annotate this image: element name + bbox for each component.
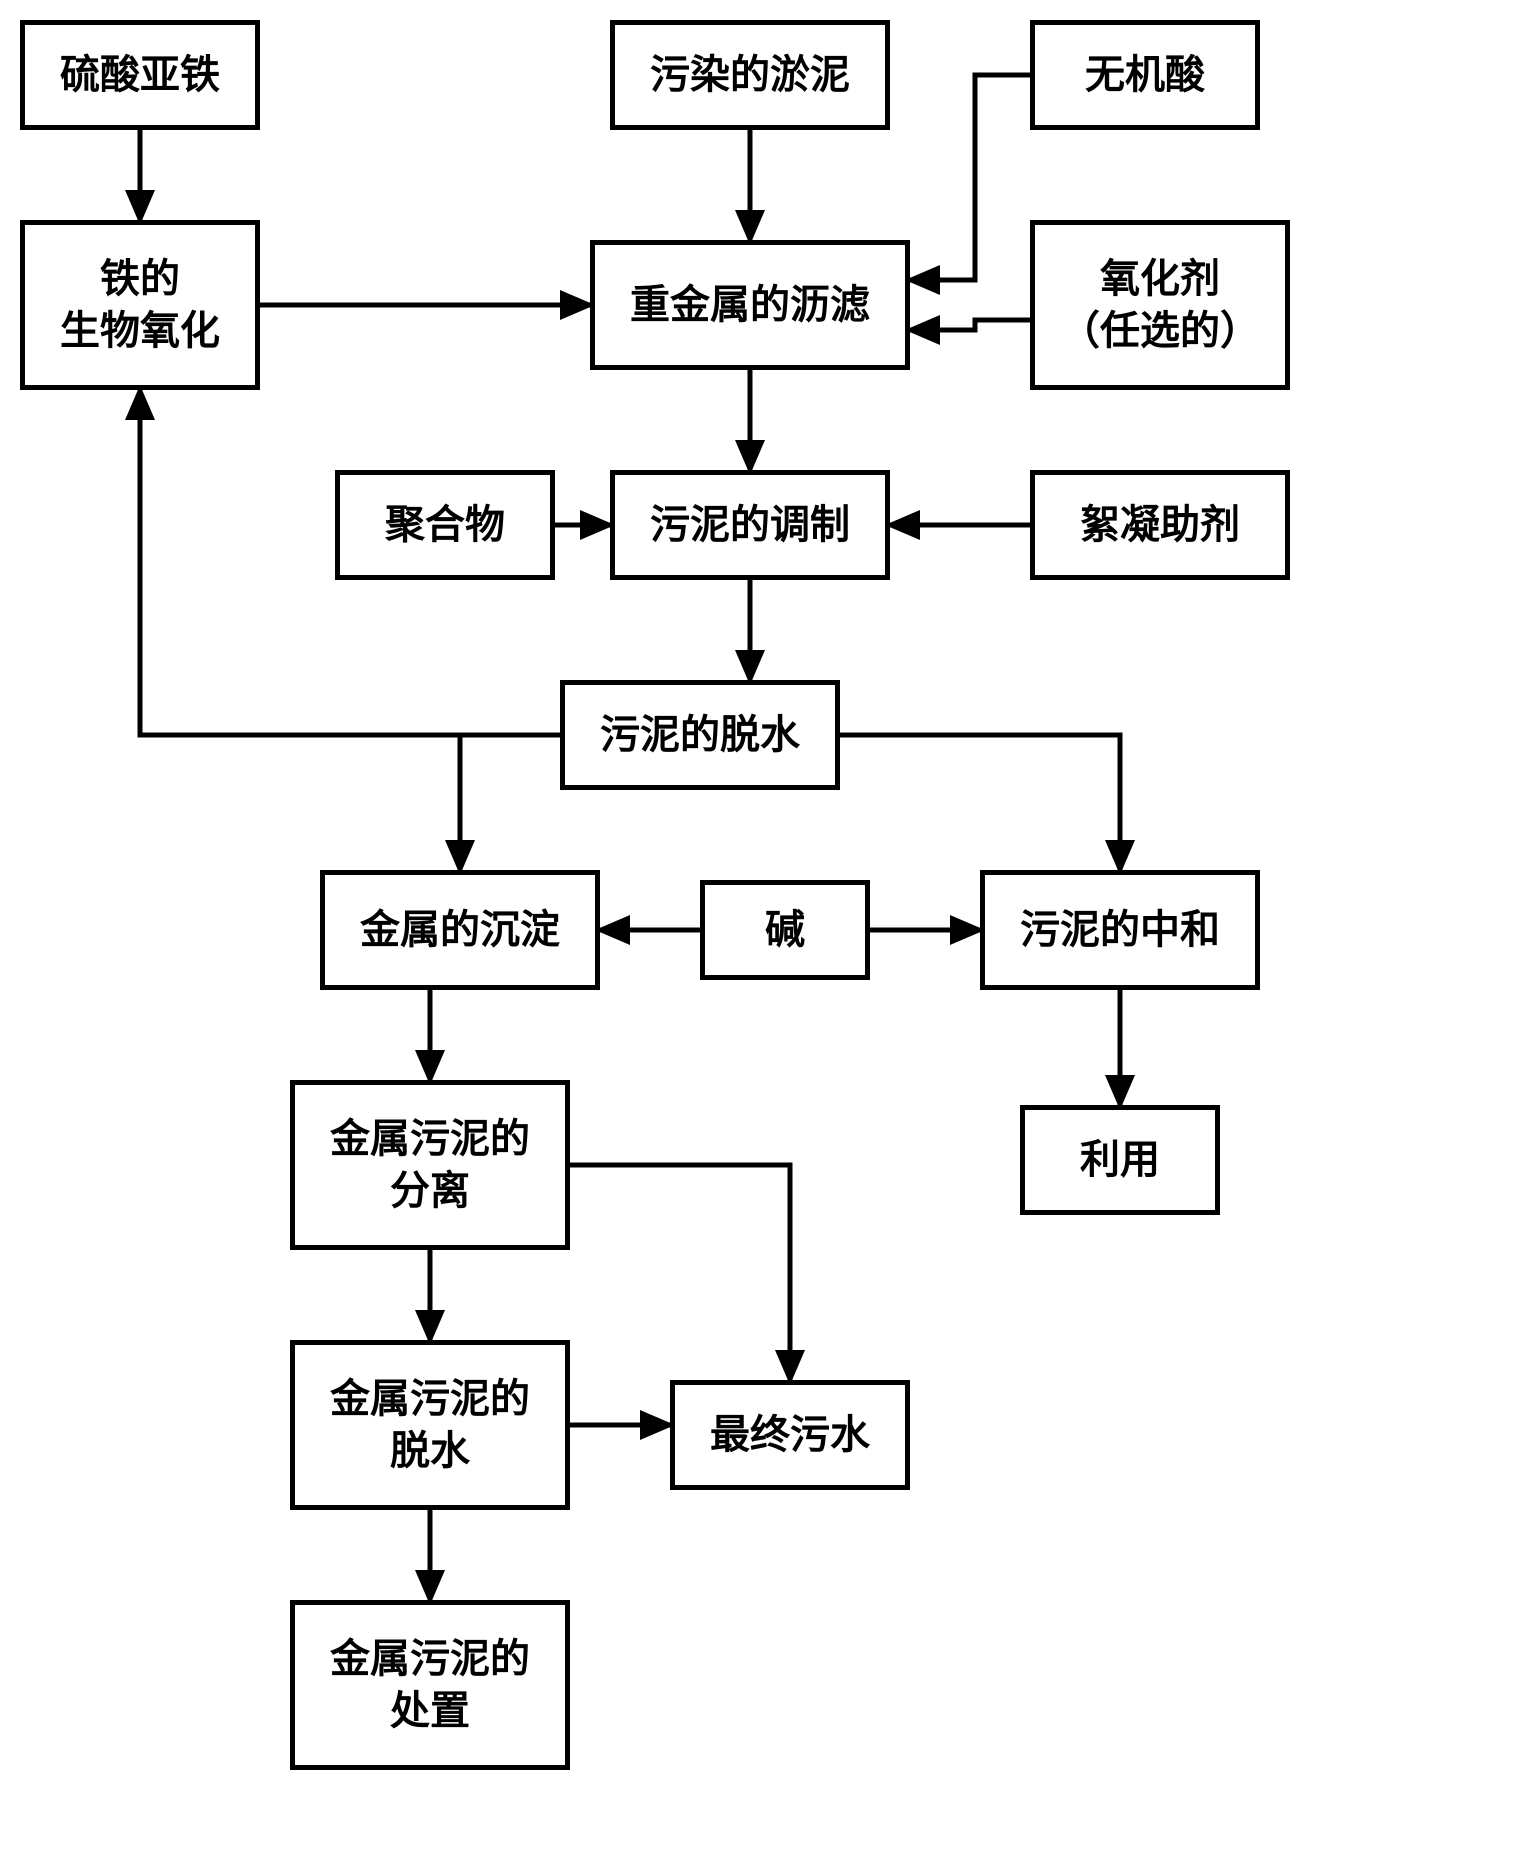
node-n2: 污染的淤泥 [610,20,890,130]
node-n16: 金属污泥的 脱水 [290,1340,570,1510]
edge-n3-n5 [910,75,1030,280]
node-label: 污泥的脱水 [600,709,800,761]
node-label: 污泥的调制 [650,499,850,551]
node-n13: 污泥的中和 [980,870,1260,990]
node-n5: 重金属的沥滤 [590,240,910,370]
node-label: 利用 [1080,1134,1160,1186]
node-label: 重金属的沥滤 [630,279,870,331]
edge-n6-n5 [910,320,1030,330]
edge-n14-n17 [570,1165,790,1380]
node-label: 絮凝助剂 [1080,499,1240,551]
node-label: 最终污水 [710,1409,870,1461]
node-n18: 金属污泥的 处置 [290,1600,570,1770]
edge-n10-n11 [460,735,560,870]
node-label: 聚合物 [385,499,505,551]
node-label: 无机酸 [1085,49,1205,101]
node-n15: 利用 [1020,1105,1220,1215]
node-label: 金属污泥的 分离 [330,1113,530,1217]
node-n14: 金属污泥的 分离 [290,1080,570,1250]
node-label: 污泥的中和 [1020,904,1220,956]
node-n10: 污泥的脱水 [560,680,840,790]
node-n4: 铁的 生物氧化 [20,220,260,390]
node-n1: 硫酸亚铁 [20,20,260,130]
node-n8: 污泥的调制 [610,470,890,580]
node-n11: 金属的沉淀 [320,870,600,990]
node-label: 硫酸亚铁 [60,49,220,101]
node-n17: 最终污水 [670,1380,910,1490]
node-label: 氧化剂 （任选的） [1060,253,1260,357]
node-n12: 碱 [700,880,870,980]
node-label: 金属污泥的 脱水 [330,1373,530,1477]
node-label: 污染的淤泥 [650,49,850,101]
node-n9: 絮凝助剂 [1030,470,1290,580]
edge-n10-n13 [840,735,1120,870]
node-label: 碱 [765,904,805,956]
node-label: 金属的沉淀 [360,904,560,956]
node-n3: 无机酸 [1030,20,1260,130]
node-n7: 聚合物 [335,470,555,580]
node-label: 金属污泥的 处置 [330,1633,530,1737]
node-n6: 氧化剂 （任选的） [1030,220,1290,390]
node-label: 铁的 生物氧化 [60,253,220,357]
